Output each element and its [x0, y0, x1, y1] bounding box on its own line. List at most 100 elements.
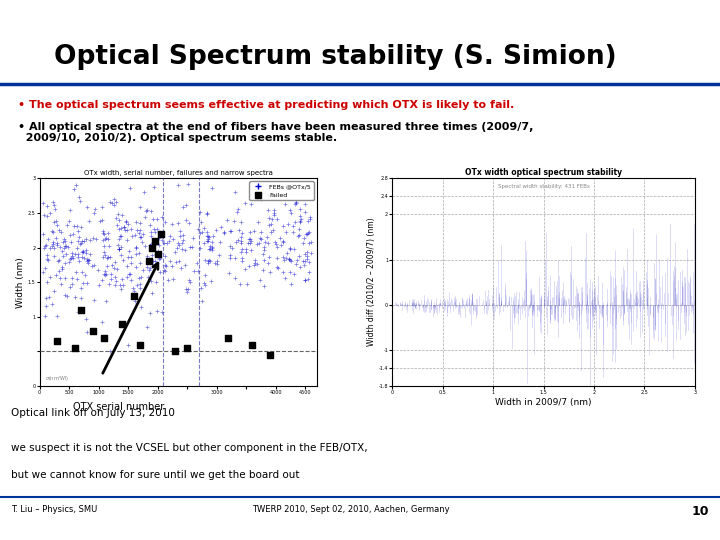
Point [235, 236, 247, 245]
Point [235, 280, 246, 288]
Point [299, 208, 310, 217]
Point [151, 225, 163, 234]
Point [222, 333, 234, 342]
Point [74, 240, 86, 248]
Point [99, 271, 111, 279]
Point [58, 244, 70, 252]
Point [150, 215, 162, 224]
Text: OTX serial number: OTX serial number [73, 402, 164, 413]
Point [40, 312, 51, 321]
Point [81, 279, 93, 288]
Point [302, 228, 314, 237]
Point [289, 199, 300, 208]
Point [136, 238, 148, 247]
Point [135, 233, 147, 242]
Point [300, 276, 311, 285]
Point [288, 269, 300, 278]
Point [229, 274, 240, 283]
Point [66, 273, 78, 282]
Point [137, 266, 148, 275]
Point [130, 263, 142, 272]
Point [69, 343, 81, 352]
Point [198, 278, 210, 287]
Point [144, 240, 156, 249]
Point [97, 236, 109, 245]
Point [54, 243, 66, 252]
Point [48, 286, 60, 295]
Point [125, 184, 136, 192]
Point [168, 274, 179, 283]
Point [48, 228, 59, 237]
Point [130, 249, 142, 258]
Point [48, 251, 60, 260]
Point [177, 236, 189, 245]
Point [134, 259, 145, 268]
Point [295, 214, 307, 223]
Point [294, 217, 306, 226]
Point [204, 233, 215, 241]
Point [285, 257, 297, 266]
Point [100, 297, 112, 306]
Point [92, 266, 104, 274]
Point [110, 277, 122, 286]
Point [299, 234, 310, 242]
Point [98, 226, 109, 235]
Point [46, 226, 58, 235]
Point [140, 241, 151, 250]
Point [277, 237, 289, 245]
Point [131, 226, 143, 234]
Point [58, 237, 69, 246]
Point [89, 208, 100, 217]
Point [102, 228, 114, 237]
Point [235, 218, 247, 226]
Point [141, 206, 153, 214]
Point [135, 273, 147, 281]
Point [108, 264, 120, 273]
Point [146, 243, 158, 252]
Point [66, 280, 78, 288]
Point [192, 225, 204, 234]
Point [224, 251, 235, 259]
Point [72, 227, 84, 235]
Point [56, 265, 68, 274]
Point [39, 244, 50, 253]
Point [294, 252, 305, 261]
Point [145, 232, 157, 240]
Point [205, 276, 217, 285]
Point [55, 228, 67, 237]
Point [297, 256, 309, 265]
Point [68, 185, 80, 194]
Point [254, 275, 266, 284]
Point [84, 250, 96, 259]
Point [143, 256, 154, 265]
Y-axis label: Width diff (2010/2 – 2009/7) (nm): Width diff (2010/2 – 2009/7) (nm) [367, 218, 376, 347]
Point [235, 233, 247, 241]
Point [43, 293, 55, 301]
Point [286, 209, 297, 218]
Point [142, 322, 153, 331]
Point [154, 268, 166, 277]
Point [290, 198, 302, 207]
Point [117, 255, 129, 264]
Point [55, 280, 67, 288]
Point [161, 262, 172, 271]
Point [282, 248, 293, 257]
Point [255, 227, 266, 236]
Point [174, 226, 186, 235]
Point [287, 222, 299, 231]
Point [107, 260, 118, 269]
Point [199, 256, 211, 265]
Point [248, 261, 260, 269]
Point [302, 247, 313, 256]
Point [109, 273, 121, 281]
Point [111, 220, 122, 229]
Point [48, 218, 60, 226]
Point [63, 242, 74, 251]
Point [221, 216, 233, 225]
Point [225, 227, 237, 235]
Point [128, 287, 140, 295]
Point [40, 242, 51, 251]
Point [99, 241, 110, 250]
Point [201, 237, 212, 245]
Point [161, 239, 173, 247]
